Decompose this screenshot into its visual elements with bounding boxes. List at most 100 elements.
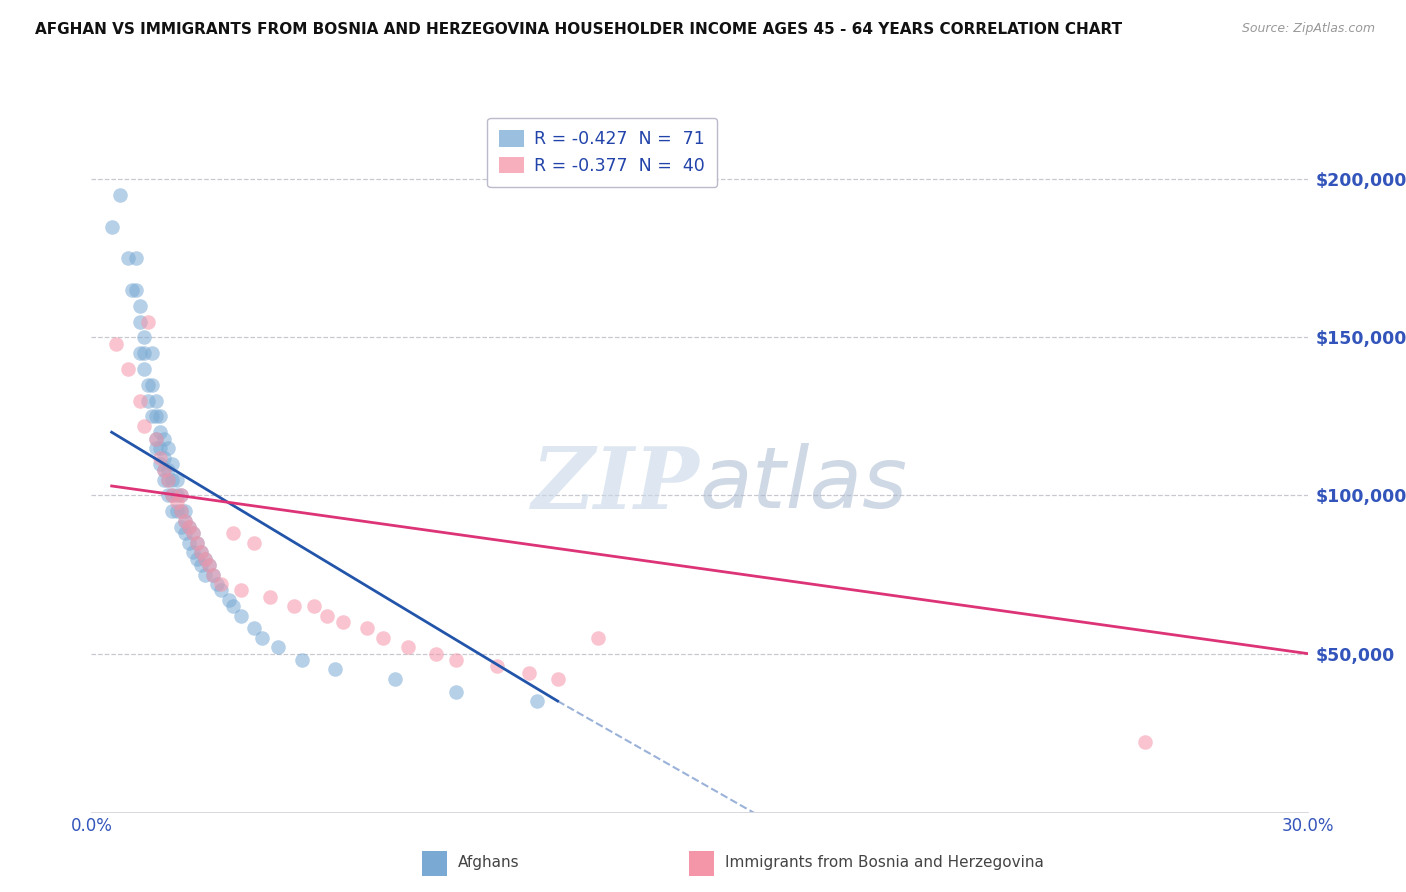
Point bbox=[186, 551, 208, 566]
Point bbox=[169, 504, 191, 518]
Point bbox=[136, 314, 159, 328]
Point bbox=[157, 473, 180, 487]
Point bbox=[586, 631, 609, 645]
Point bbox=[169, 488, 191, 502]
Point bbox=[1135, 735, 1157, 749]
Point bbox=[162, 488, 184, 502]
Point bbox=[304, 599, 326, 614]
Point bbox=[157, 488, 180, 502]
Point bbox=[129, 299, 152, 313]
Point bbox=[169, 520, 191, 534]
Point bbox=[166, 473, 188, 487]
Point bbox=[169, 504, 191, 518]
Point bbox=[181, 526, 204, 541]
Point bbox=[291, 653, 314, 667]
Point bbox=[547, 672, 569, 686]
Point bbox=[250, 631, 273, 645]
Point bbox=[153, 463, 176, 477]
Text: AFGHAN VS IMMIGRANTS FROM BOSNIA AND HERZEGOVINA HOUSEHOLDER INCOME AGES 45 - 64: AFGHAN VS IMMIGRANTS FROM BOSNIA AND HER… bbox=[35, 22, 1122, 37]
Point bbox=[162, 504, 184, 518]
Point bbox=[173, 526, 195, 541]
Point bbox=[149, 409, 172, 424]
Point bbox=[242, 621, 264, 635]
Point bbox=[129, 314, 152, 328]
Point bbox=[194, 551, 217, 566]
Point bbox=[373, 631, 395, 645]
Point bbox=[222, 599, 245, 614]
Point bbox=[125, 283, 148, 297]
Point bbox=[153, 450, 176, 465]
Point bbox=[259, 590, 281, 604]
Point bbox=[202, 567, 225, 582]
Point bbox=[485, 659, 508, 673]
Point bbox=[132, 330, 155, 344]
Point bbox=[149, 441, 172, 455]
Point bbox=[190, 545, 212, 559]
Point bbox=[194, 567, 217, 582]
Point bbox=[141, 409, 163, 424]
Text: atlas: atlas bbox=[699, 443, 907, 526]
Point bbox=[145, 409, 167, 424]
Point bbox=[242, 536, 264, 550]
Point bbox=[153, 473, 176, 487]
Point bbox=[141, 346, 163, 360]
Point bbox=[209, 583, 232, 598]
Point bbox=[153, 463, 176, 477]
Legend: R = -0.427  N =  71, R = -0.377  N =  40: R = -0.427 N = 71, R = -0.377 N = 40 bbox=[488, 118, 717, 187]
Point bbox=[444, 684, 467, 698]
Point bbox=[209, 577, 232, 591]
Point bbox=[149, 425, 172, 440]
Point bbox=[166, 504, 188, 518]
Text: Immigrants from Bosnia and Herzegovina: Immigrants from Bosnia and Herzegovina bbox=[725, 855, 1045, 870]
Point bbox=[425, 647, 447, 661]
Point bbox=[198, 558, 221, 572]
Text: ZIP: ZIP bbox=[531, 443, 699, 526]
Point bbox=[315, 608, 337, 623]
Point bbox=[231, 608, 253, 623]
Point bbox=[231, 583, 253, 598]
Point bbox=[157, 441, 180, 455]
Point bbox=[198, 558, 221, 572]
Point bbox=[145, 393, 167, 408]
Point bbox=[526, 694, 548, 708]
Point bbox=[129, 346, 152, 360]
Point bbox=[181, 526, 204, 541]
Point bbox=[136, 393, 159, 408]
Point bbox=[162, 473, 184, 487]
Point bbox=[145, 432, 167, 446]
Point bbox=[117, 362, 139, 376]
Point bbox=[190, 545, 212, 559]
Point bbox=[108, 188, 131, 202]
Point bbox=[169, 488, 191, 502]
Point bbox=[186, 536, 208, 550]
Point bbox=[332, 615, 354, 629]
Point bbox=[194, 551, 217, 566]
Point bbox=[173, 514, 195, 528]
Point bbox=[149, 457, 172, 471]
Point bbox=[132, 362, 155, 376]
Point bbox=[166, 488, 188, 502]
Text: Source: ZipAtlas.com: Source: ZipAtlas.com bbox=[1241, 22, 1375, 36]
Point bbox=[162, 457, 184, 471]
Text: Afghans: Afghans bbox=[458, 855, 520, 870]
Point bbox=[205, 577, 228, 591]
Point bbox=[132, 346, 155, 360]
Point bbox=[157, 473, 180, 487]
Point bbox=[222, 526, 245, 541]
Point bbox=[202, 567, 225, 582]
Point bbox=[166, 495, 188, 509]
Point bbox=[444, 653, 467, 667]
Point bbox=[157, 463, 180, 477]
Point bbox=[136, 377, 159, 392]
Point bbox=[129, 393, 152, 408]
Point bbox=[117, 252, 139, 266]
Point bbox=[121, 283, 143, 297]
Point bbox=[162, 488, 184, 502]
Point bbox=[173, 514, 195, 528]
Point bbox=[218, 592, 240, 607]
Point bbox=[132, 418, 155, 433]
Point bbox=[153, 432, 176, 446]
Point bbox=[267, 640, 290, 655]
Point bbox=[177, 536, 200, 550]
Point bbox=[517, 665, 540, 680]
